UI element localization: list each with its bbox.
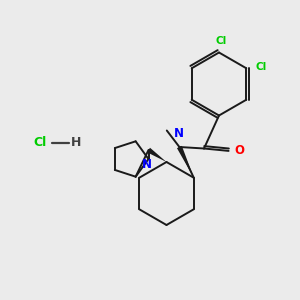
Polygon shape [147, 148, 167, 162]
Text: O: O [234, 144, 244, 158]
Text: H: H [71, 136, 82, 149]
Text: Cl: Cl [215, 36, 227, 46]
Text: Cl: Cl [34, 136, 47, 149]
Polygon shape [177, 146, 194, 178]
Text: N: N [142, 158, 152, 170]
Text: N: N [174, 128, 184, 140]
Text: Cl: Cl [256, 62, 267, 72]
